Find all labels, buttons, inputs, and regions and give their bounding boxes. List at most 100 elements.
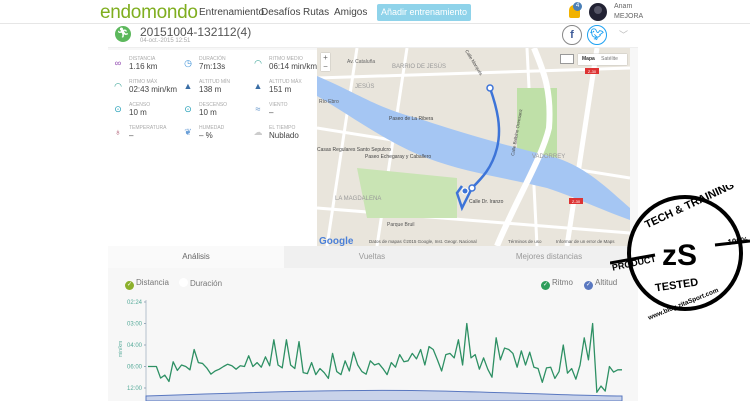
facebook-share-button[interactable]: f xyxy=(562,25,582,45)
map-canvas[interactable]: Av. Cataluña BARRIO DE JESÚS JESÚS Río E… xyxy=(317,48,630,246)
endomondo-logo[interactable]: endomondo xyxy=(100,2,198,23)
stat-el-tiempo: ☁ El tiempo Nublado xyxy=(248,123,318,143)
stat-value: 02:43 min/km xyxy=(129,85,178,94)
nav-rutas[interactable]: Rutas xyxy=(303,7,330,18)
running-icon: 🏃︎ xyxy=(115,26,131,42)
stat-label: Ritmo medio xyxy=(269,56,303,62)
route-map[interactable]: Av. Cataluña BARRIO DE JESÚS JESÚS Río E… xyxy=(317,48,630,246)
radio-empty-icon xyxy=(179,278,188,287)
stat-value: – xyxy=(129,131,134,140)
stat-label: Acenso xyxy=(129,102,151,108)
map-label: JESÚS xyxy=(355,83,374,90)
stat-value: 151 m xyxy=(269,85,292,94)
zitasport-stamp: TECH & TRAINING PRODUCT 100% zS TESTED w… xyxy=(610,185,750,320)
nav-entrenamiento[interactable]: Entrenamiento xyxy=(199,7,265,18)
analysis-tabs: Análisis Vueltas Mejores distancias xyxy=(108,246,638,268)
twitter-share-button[interactable]: 🐦︎ xyxy=(587,25,607,45)
road-badge xyxy=(569,198,583,204)
altitude-series xyxy=(145,389,623,401)
y-tick-label: 12:00 xyxy=(127,386,143,392)
svg-text:TESTED: TESTED xyxy=(654,276,699,294)
pace-chart[interactable]: min/km 02:24 03:00 04:00 06:00 12:00 xyxy=(108,292,638,401)
map-label: Río Ebro xyxy=(319,99,339,105)
mountain-icon: ▲ xyxy=(183,81,193,91)
stopwatch-icon: ◷ xyxy=(184,58,192,68)
road-badge-label: Z-30 xyxy=(572,199,581,204)
zoom-out-button[interactable]: − xyxy=(323,62,328,71)
map-label: LA MAGDALENA xyxy=(335,196,381,202)
toggle-label: Altitud xyxy=(595,278,618,287)
terms-link[interactable]: Términos de uso xyxy=(508,239,542,244)
zoom-in-button[interactable]: + xyxy=(323,53,328,62)
fullscreen-button[interactable] xyxy=(560,54,574,64)
map-label: Calle Dr. Iranzo xyxy=(469,199,504,205)
report-error-link[interactable]: Informar de un error de Maps xyxy=(556,239,615,244)
tab-mejores-distancias[interactable]: Mejores distancias xyxy=(515,252,583,261)
user-name: Anam xyxy=(614,3,633,10)
gauge-icon: ◠ xyxy=(254,58,262,68)
toggle-ritmo[interactable]: ✓ Ritmo xyxy=(541,278,573,290)
map-label: Parque Bruil xyxy=(387,222,415,228)
workout-date: 04-oct.-2015 12:51 xyxy=(140,38,191,44)
toggle-altitud[interactable]: ✓ Altitud xyxy=(584,278,617,290)
stat-label: El tiempo xyxy=(269,125,296,131)
toggle-label: Duración xyxy=(190,279,223,288)
svg-text:zS: zS xyxy=(662,239,697,272)
stats-grid: ∞ Distancia 1.16 km ◷ Duración 7m:13s ◠ Ritmo m… xyxy=(108,50,317,246)
toggle-distancia[interactable]: ✓ Distancia xyxy=(125,278,169,290)
stat-value: 06:14 min/km xyxy=(269,62,318,71)
nav-desafios[interactable]: Desafíos xyxy=(261,7,301,18)
stat-distancia: ∞ Distancia 1.16 km xyxy=(108,54,178,74)
stat-label: Humedad xyxy=(199,125,225,131)
stat-acenso: ⊙ Acenso 10 m xyxy=(108,100,178,120)
stat-value: – % xyxy=(199,131,213,140)
stat-temperatura: ♁ Temperatura – xyxy=(108,123,178,143)
toggle-duracion[interactable]: Duración xyxy=(179,278,222,288)
humidity-icon: ❦ xyxy=(184,127,192,137)
toggle-label: Distancia xyxy=(136,278,169,287)
map-label: BARRIO DE JESÚS xyxy=(392,63,446,70)
cloud-icon: ☁ xyxy=(253,127,263,137)
road-badge-label: Z-30 xyxy=(588,69,597,74)
stat-ritmo-medio: ◠ Ritmo medio 06:14 min/km xyxy=(248,54,318,74)
stat-label: Duración xyxy=(199,56,226,62)
bell-icon[interactable] xyxy=(569,5,580,18)
y-tick-label: 04:00 xyxy=(127,343,143,349)
stat-altitud-m-n: ▲ Altitud mín 138 m xyxy=(178,77,248,97)
stat-value: 7m:13s xyxy=(199,62,226,71)
check-icon: ✓ xyxy=(584,281,593,290)
stat-value: 1.16 km xyxy=(129,62,158,71)
tab-vueltas[interactable]: Vueltas xyxy=(358,252,386,261)
y-tick-label: 06:00 xyxy=(127,365,143,371)
y-tick-label: 03:00 xyxy=(127,322,143,328)
stat-value: 138 m xyxy=(199,85,222,94)
check-icon: ✓ xyxy=(125,281,134,290)
stat-humedad: ❦ Humedad – % xyxy=(178,123,248,143)
thermometer-icon: ♁ xyxy=(114,127,122,137)
stat-label: Temperatura xyxy=(129,125,167,131)
stat-label: Ritmo máx xyxy=(129,79,158,85)
tab-analisis[interactable]: Análisis xyxy=(108,246,284,268)
map-type-mapa[interactable]: Mapa xyxy=(582,56,595,62)
chevron-down-icon[interactable]: ﹀ xyxy=(619,30,629,40)
user-level: MEJORA xyxy=(614,13,644,20)
pace-series-line xyxy=(148,322,622,393)
avatar[interactable] xyxy=(589,3,607,21)
stat-value: Nublado xyxy=(269,131,299,140)
stat-label: Descenso xyxy=(199,102,228,108)
google-logo: Google xyxy=(319,236,354,246)
add-workout-button[interactable]: Añadir entrenamiento xyxy=(377,4,471,21)
distance-icon: ∞ xyxy=(114,58,122,68)
workout-header xyxy=(108,24,638,48)
stat-label: Distancia xyxy=(129,56,156,62)
map-label: Paseo Echegaray y Caballero xyxy=(365,154,431,160)
stat-value: – xyxy=(269,108,274,117)
stat-value: 10 m xyxy=(129,108,147,117)
stat-altitud-m-x: ▲ Altitud máx 151 m xyxy=(248,77,318,97)
nav-amigos[interactable]: Amigos xyxy=(334,7,368,18)
y-tick-label: 02:24 xyxy=(127,300,143,306)
descent-icon: ⊙ xyxy=(184,104,192,114)
stat-label: Altitud máx xyxy=(269,79,302,85)
map-type-satellite[interactable]: Satélite xyxy=(601,56,618,62)
user-info[interactable]: Anam MEJORA xyxy=(614,2,643,22)
